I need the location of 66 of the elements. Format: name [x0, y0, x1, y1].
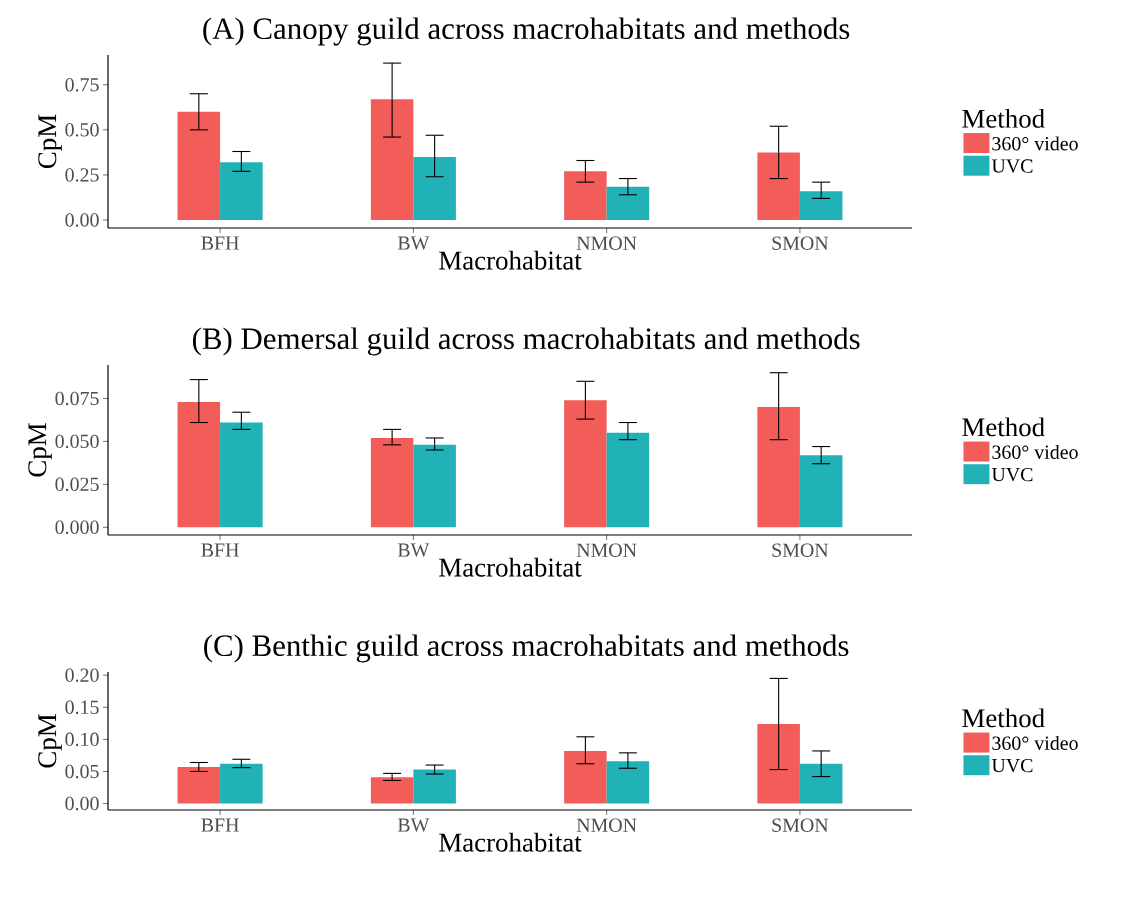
- bar: [413, 769, 456, 804]
- x-axis-title: Macrohabitat: [439, 557, 582, 577]
- x-tick-label: NMON: [576, 543, 637, 557]
- bar: [413, 444, 456, 528]
- y-tick-label: 0.00: [65, 213, 99, 227]
- bar: [606, 432, 650, 528]
- y-axis-title: CpM: [38, 714, 62, 768]
- x-axis-title: Macrohabitat: [439, 832, 582, 852]
- legend-label: UVC: [991, 467, 1033, 482]
- y-tick-label: 0.050: [55, 434, 99, 449]
- x-tick-label: BFH: [201, 543, 239, 557]
- bar: [220, 422, 263, 528]
- x-tick-label: BW: [397, 543, 430, 557]
- chart-title: (B) Demersal guild across macrohabitats and methods: [192, 327, 860, 356]
- bar: [370, 777, 414, 804]
- y-tick-label: 0.50: [65, 123, 99, 137]
- chart-title: (A) Canopy guild across macrohabitats and methods: [203, 17, 850, 46]
- bar: [757, 152, 800, 221]
- x-tick-label: SMON: [772, 543, 829, 557]
- legend-title: Method: [962, 108, 1045, 128]
- legend-label: UVC: [991, 758, 1033, 773]
- chart-title: (C) Benthic guild across macrohabitats and methods: [204, 634, 849, 663]
- bar: [564, 400, 607, 528]
- legend-label: 360° video: [992, 735, 1078, 750]
- y-tick-label: 0.000: [55, 520, 99, 535]
- bar: [606, 186, 650, 221]
- x-tick-label: BW: [397, 818, 430, 832]
- bar: [370, 437, 414, 528]
- bar: [799, 191, 843, 221]
- y-axis-title: CpM: [38, 114, 62, 169]
- y-tick-label: 0.75: [65, 77, 99, 92]
- y-tick-label: 0.075: [55, 391, 99, 406]
- x-tick-label: BFH: [201, 236, 239, 250]
- x-tick-label: BW: [397, 236, 430, 250]
- y-tick-label: 0.20: [65, 668, 99, 682]
- legend-label: UVC: [991, 159, 1033, 173]
- bar: [370, 99, 414, 221]
- bar: [177, 401, 221, 528]
- bar: [177, 111, 221, 221]
- bar: [177, 766, 221, 804]
- bar: [757, 407, 800, 528]
- x-tick-label: SMON: [772, 818, 829, 832]
- legend-label: 360° video: [992, 136, 1078, 151]
- y-tick-label: 0.00: [65, 796, 99, 811]
- x-axis-title: Macrohabitat: [439, 250, 582, 270]
- bar: [799, 763, 843, 804]
- x-tick-label: BFH: [201, 818, 239, 832]
- bar: [799, 455, 843, 528]
- y-tick-label: 0.05: [65, 764, 99, 779]
- y-axis-title: CpM: [28, 423, 52, 477]
- x-tick-label: SMON: [772, 236, 829, 250]
- bar: [564, 750, 607, 804]
- y-tick-label: 0.15: [65, 700, 99, 715]
- legend-title: Method: [962, 417, 1045, 437]
- x-tick-label: NMON: [576, 236, 637, 250]
- y-tick-label: 0.10: [65, 732, 99, 747]
- legend-title: Method: [962, 708, 1045, 728]
- x-tick-label: NMON: [576, 818, 637, 832]
- bar: [413, 156, 456, 221]
- bar: [220, 162, 263, 221]
- legend-label: 360° video: [992, 444, 1078, 459]
- bar: [220, 763, 263, 804]
- y-tick-label: 0.025: [55, 477, 99, 492]
- bar: [564, 171, 607, 221]
- y-tick-label: 0.25: [65, 168, 99, 182]
- bar: [606, 761, 650, 804]
